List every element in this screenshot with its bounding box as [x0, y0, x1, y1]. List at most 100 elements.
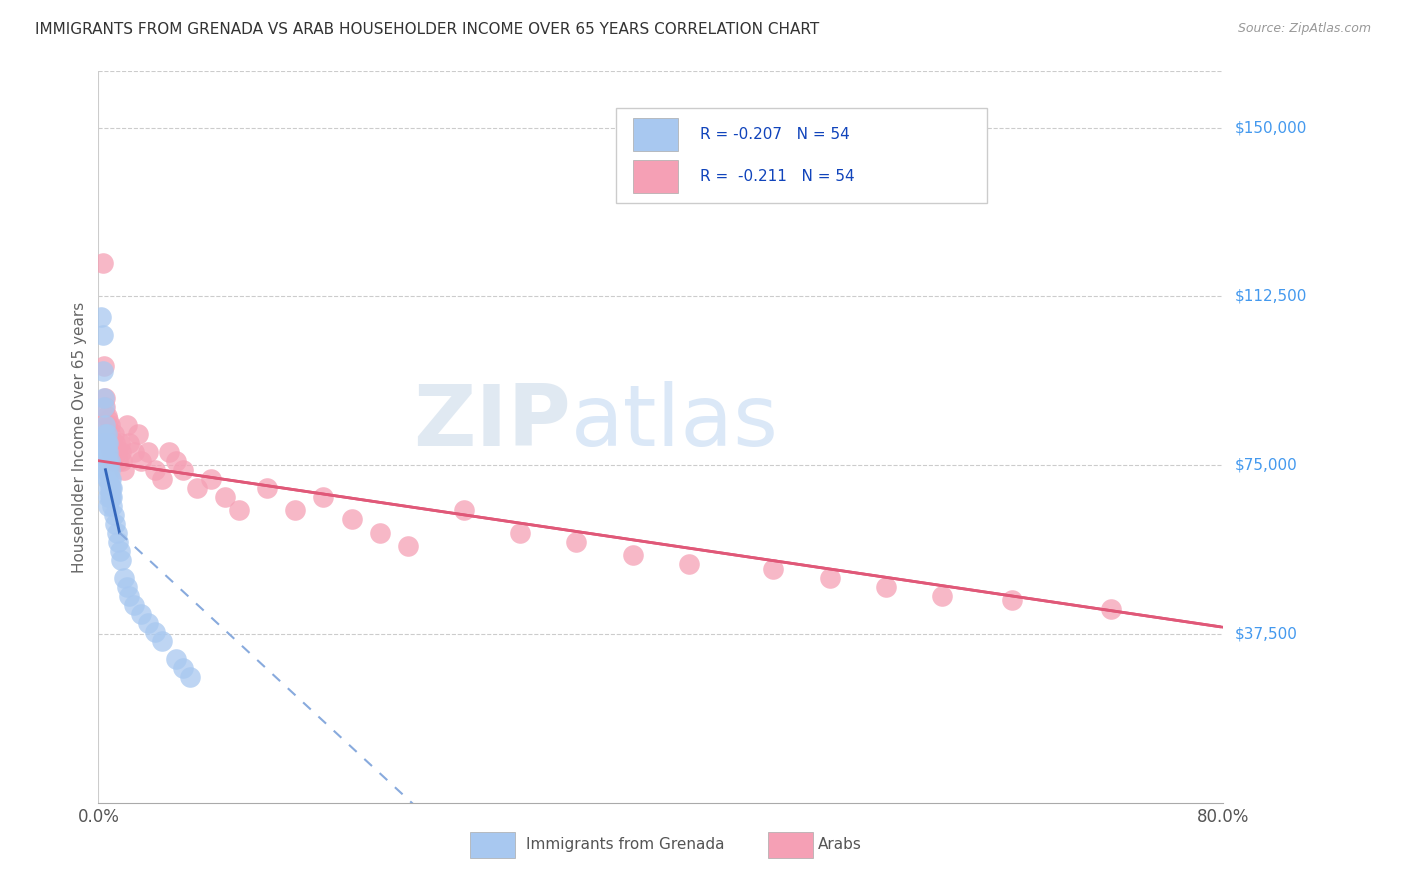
Point	[94, 463, 117, 477]
Point	[101, 453, 124, 467]
Point	[97, 435, 120, 450]
Point	[96, 453, 118, 467]
Point	[818, 571, 841, 585]
Point	[127, 426, 149, 441]
Point	[98, 426, 121, 441]
FancyBboxPatch shape	[633, 160, 678, 193]
Point	[96, 472, 118, 486]
Point	[96, 435, 118, 450]
Point	[150, 633, 173, 648]
Point	[453, 503, 475, 517]
Point	[122, 598, 145, 612]
Point	[90, 310, 112, 324]
Point	[96, 417, 118, 432]
Point	[101, 435, 124, 450]
Point	[97, 453, 120, 467]
Point	[200, 472, 222, 486]
Point	[97, 463, 120, 477]
Point	[96, 426, 118, 441]
Point	[101, 481, 124, 495]
Point	[340, 512, 363, 526]
Point	[97, 472, 120, 486]
Point	[179, 670, 201, 684]
Point	[100, 444, 122, 458]
Point	[108, 435, 131, 450]
Point	[509, 525, 531, 540]
Y-axis label: Householder Income Over 65 years: Householder Income Over 65 years	[72, 301, 87, 573]
Point	[96, 409, 118, 423]
Point	[1099, 602, 1122, 616]
Point	[157, 444, 180, 458]
Point	[91, 255, 114, 269]
Point	[931, 589, 953, 603]
Point	[98, 453, 121, 467]
Point	[143, 463, 166, 477]
Point	[97, 490, 120, 504]
Point	[100, 472, 122, 486]
Point	[107, 453, 129, 467]
Point	[98, 472, 121, 486]
Text: R = -0.207   N = 54: R = -0.207 N = 54	[700, 127, 851, 142]
Text: $37,500: $37,500	[1234, 626, 1298, 641]
Text: atlas: atlas	[571, 381, 779, 464]
Text: ZIP: ZIP	[413, 381, 571, 464]
Point	[97, 413, 120, 427]
Point	[186, 481, 208, 495]
Point	[105, 444, 128, 458]
Point	[228, 503, 250, 517]
Point	[368, 525, 391, 540]
Point	[98, 463, 121, 477]
Point	[118, 589, 141, 603]
Point	[565, 534, 588, 549]
Point	[101, 490, 124, 504]
Point	[98, 481, 121, 495]
Point	[678, 558, 700, 572]
Point	[104, 435, 127, 450]
Point	[256, 481, 278, 495]
Point	[172, 661, 194, 675]
Point	[93, 391, 115, 405]
Point	[110, 444, 132, 458]
Point	[94, 444, 117, 458]
Point	[103, 508, 125, 522]
FancyBboxPatch shape	[633, 118, 678, 151]
Point	[122, 444, 145, 458]
Text: $112,500: $112,500	[1234, 289, 1306, 304]
Point	[94, 435, 117, 450]
Point	[621, 548, 644, 562]
Point	[118, 435, 141, 450]
Point	[96, 444, 118, 458]
Point	[97, 499, 120, 513]
Point	[112, 463, 135, 477]
Point	[136, 615, 159, 630]
Point	[103, 426, 125, 441]
Point	[396, 539, 419, 553]
Point	[108, 543, 131, 558]
Point	[129, 453, 152, 467]
Point	[96, 463, 118, 477]
FancyBboxPatch shape	[768, 832, 813, 858]
Text: $150,000: $150,000	[1234, 120, 1306, 135]
Text: IMMIGRANTS FROM GRENADA VS ARAB HOUSEHOLDER INCOME OVER 65 YEARS CORRELATION CHA: IMMIGRANTS FROM GRENADA VS ARAB HOUSEHOL…	[35, 22, 820, 37]
Point	[112, 571, 135, 585]
Point	[110, 553, 132, 567]
Point	[165, 652, 187, 666]
Point	[97, 435, 120, 450]
Point	[91, 364, 114, 378]
Point	[93, 435, 115, 450]
Point	[115, 417, 138, 432]
Point	[762, 562, 785, 576]
Point	[94, 453, 117, 467]
Point	[115, 580, 138, 594]
Point	[104, 516, 127, 531]
Point	[97, 481, 120, 495]
Point	[1001, 593, 1024, 607]
Point	[101, 499, 124, 513]
Point	[875, 580, 897, 594]
FancyBboxPatch shape	[470, 832, 515, 858]
Point	[94, 426, 117, 441]
Point	[312, 490, 335, 504]
Point	[129, 607, 152, 621]
Point	[136, 444, 159, 458]
Point	[100, 490, 122, 504]
